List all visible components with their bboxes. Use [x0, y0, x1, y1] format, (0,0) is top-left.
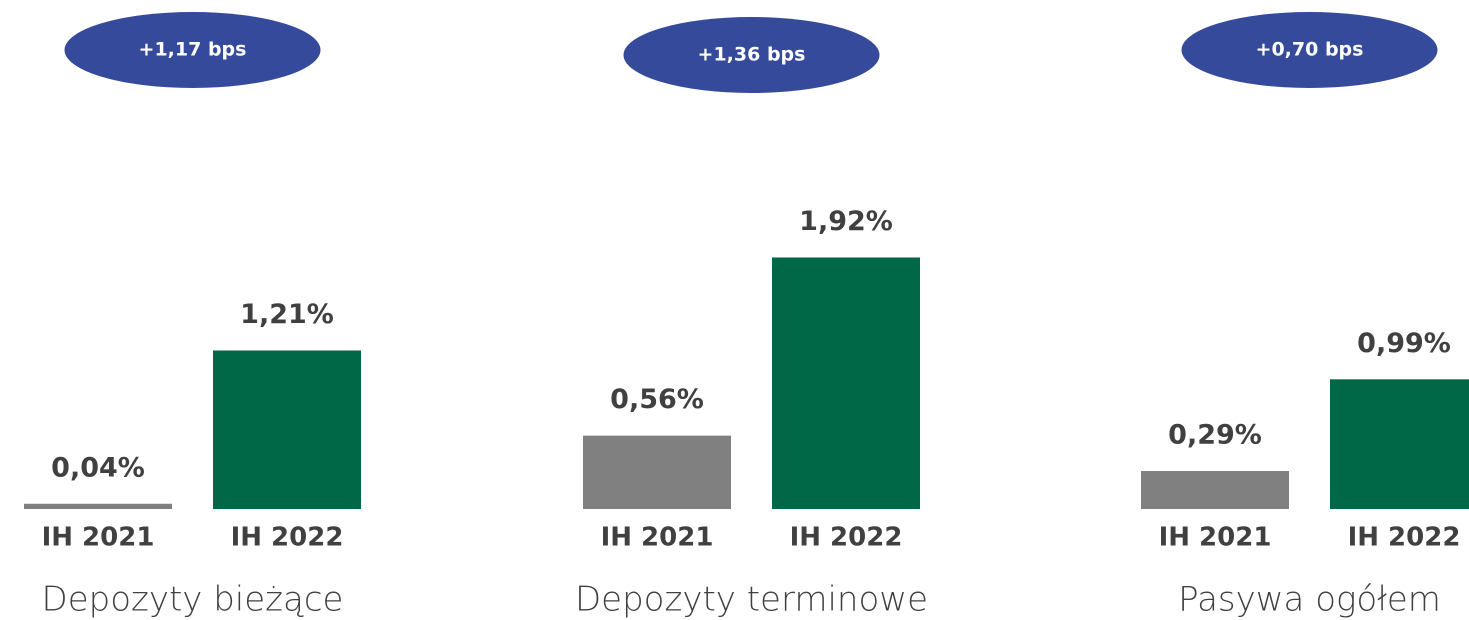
value-label: 0,04% [51, 452, 145, 483]
value-label: 1,92% [799, 206, 893, 237]
bar [24, 503, 172, 509]
annotation: +1,36 bps [698, 44, 806, 66]
bar [583, 435, 731, 509]
bar [213, 350, 361, 509]
annotation-badge [1181, 12, 1438, 88]
x-tick-label: IH 2021 [601, 523, 714, 553]
chart-title: Pasywa ogółem [1178, 580, 1441, 620]
value-label: 0,29% [1168, 420, 1262, 451]
chart-title: Depozyty bieżące [42, 580, 344, 620]
x-tick-label: IH 2022 [1348, 523, 1461, 553]
bar [772, 257, 920, 509]
x-tick-label: IH 2021 [1159, 523, 1272, 553]
value-label: 0,99% [1357, 328, 1451, 359]
annotation-badge [623, 17, 880, 93]
bar [1330, 379, 1469, 509]
x-tick-label: IH 2021 [42, 523, 155, 553]
annotation: +1,17 bps [139, 39, 247, 61]
annotation: +0,70 bps [1256, 39, 1364, 61]
chart-title: Depozyty terminowe [575, 580, 928, 620]
value-label: 0,56% [610, 384, 704, 415]
bar [1141, 471, 1289, 509]
x-tick-label: IH 2022 [231, 523, 344, 553]
x-tick-label: IH 2022 [790, 523, 903, 553]
value-label: 1,21% [240, 299, 334, 330]
annotation-badge [64, 12, 321, 88]
